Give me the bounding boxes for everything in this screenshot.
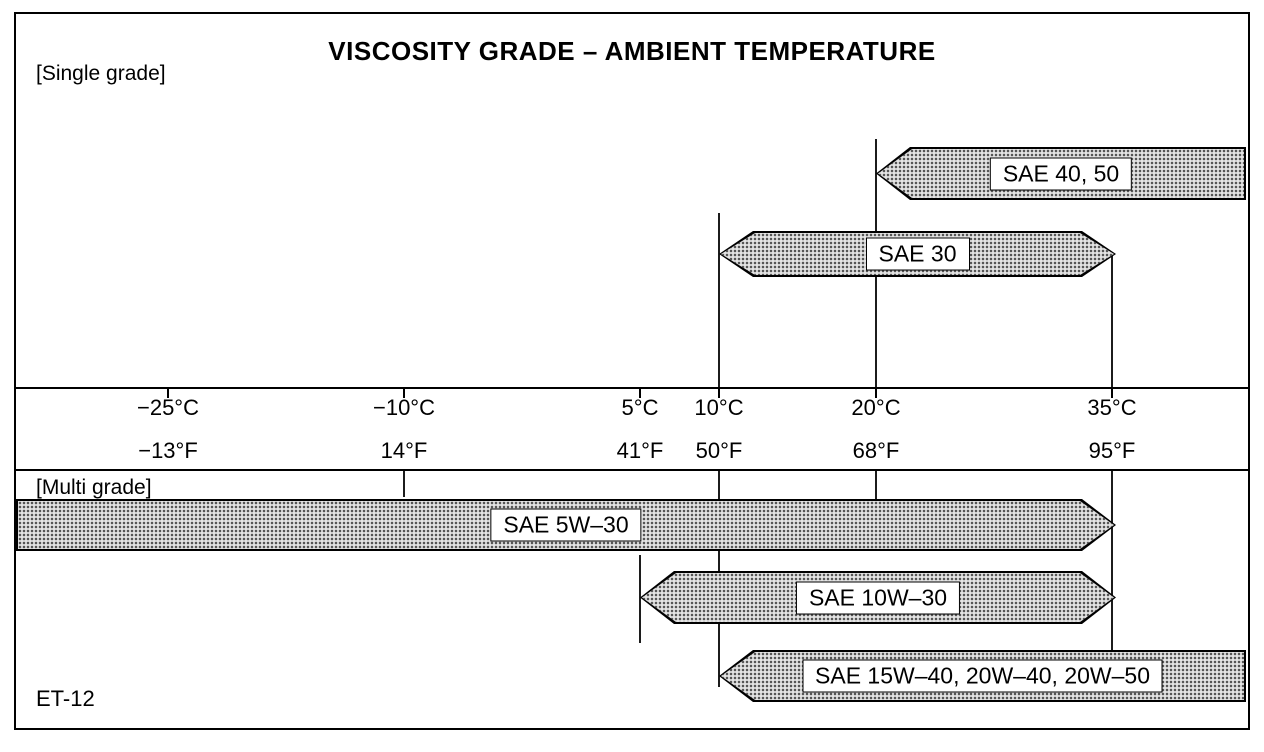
range-bar-sae-10w-30: SAE 10W–30 (640, 571, 1116, 624)
multi-grade-section-label: [Multi grade] (36, 476, 152, 499)
figure-border (14, 12, 1250, 730)
range-bar-label: SAE 15W–40, 20W–40, 20W–50 (802, 659, 1163, 693)
celsius-tick-label: −10°C (372, 395, 436, 420)
reference-line (1111, 256, 1113, 388)
single-grade-section-label: [Single grade] (36, 62, 166, 85)
range-bar-sae-5w-30: SAE 5W–30 (16, 499, 1116, 551)
range-bar-label: SAE 10W–30 (795, 581, 961, 614)
figure-title: VISCOSITY GRADE – AMBIENT TEMPERATURE (328, 36, 936, 66)
reference-line (403, 471, 405, 497)
axis-tick (1111, 388, 1113, 398)
range-bar-label: SAE 5W–30 (490, 508, 642, 542)
axis-tick (718, 388, 720, 398)
fahrenheit-tick-label: 41°F (616, 438, 664, 463)
celsius-tick-label: 10°C (694, 395, 744, 420)
axis-tick (167, 388, 169, 398)
celsius-tick-label: 35°C (1087, 395, 1137, 420)
fahrenheit-tick-label: 95°F (1088, 438, 1136, 463)
range-bar-sae-40-50: SAE 40, 50 (876, 147, 1246, 200)
range-bar-sae-30: SAE 30 (719, 231, 1116, 277)
figure-code: ET-12 (36, 686, 95, 711)
axis-tick (639, 388, 641, 398)
fahrenheit-tick-label: 14°F (380, 438, 428, 463)
section-divider-line (16, 469, 1248, 471)
celsius-tick-label: 5°C (621, 395, 659, 420)
axis-tick (403, 388, 405, 398)
celsius-tick-label: −25°C (136, 395, 200, 420)
temperature-axis-line (16, 387, 1248, 389)
range-bar-label: SAE 40, 50 (989, 157, 1133, 190)
reference-line (1111, 471, 1113, 653)
celsius-tick-label: 20°C (851, 395, 901, 420)
fahrenheit-tick-label: 68°F (852, 438, 900, 463)
reference-line (875, 471, 877, 501)
reference-line (639, 555, 641, 643)
range-bar-label: SAE 30 (865, 237, 970, 271)
fahrenheit-tick-label: 50°F (695, 438, 743, 463)
range-bar-sae-15w-40-20w-40-20w-50: SAE 15W–40, 20W–40, 20W–50 (719, 650, 1246, 702)
axis-tick (875, 388, 877, 398)
fahrenheit-tick-label: −13°F (138, 438, 198, 463)
reference-line (718, 213, 720, 388)
